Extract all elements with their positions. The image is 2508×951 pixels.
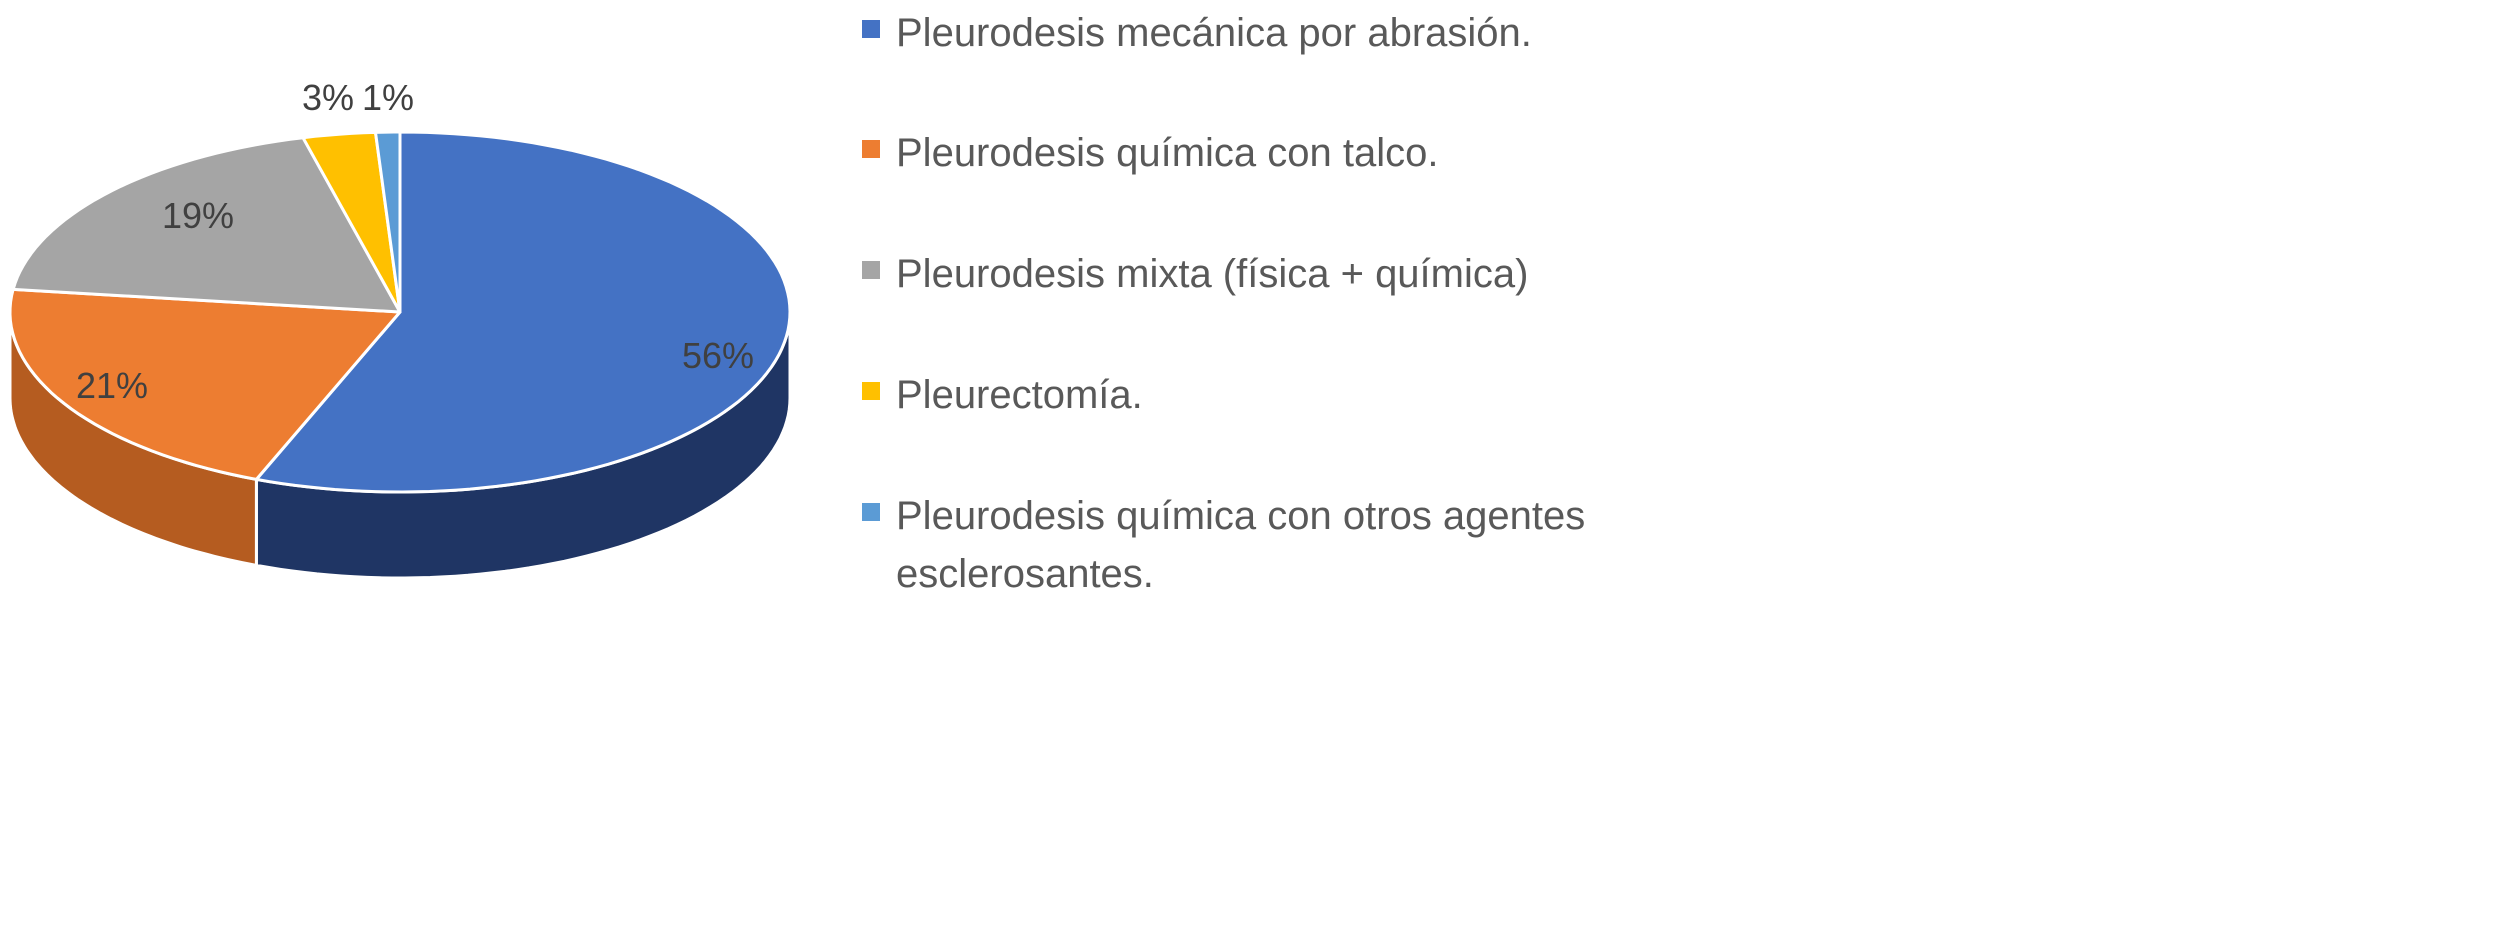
data-label: 3% — [302, 77, 354, 118]
pie-slice-4 — [301, 130, 402, 314]
pie-slice-2 — [8, 287, 402, 481]
legend-item: Pleurodesis mixta (física + química) — [862, 245, 1586, 303]
pie-slice-1 — [254, 130, 792, 494]
legend-swatch — [862, 503, 880, 521]
legend-label: Pleurodesis mecánica por abrasión. — [896, 11, 1532, 55]
legend-item: Pleurectomía. — [862, 366, 1586, 424]
legend-swatch — [862, 261, 880, 279]
legend-item: Pleurodesis mecánica por abrasión. — [862, 4, 1586, 62]
pie-chart: 56% 21% 19% 3% 1% — [8, 77, 792, 580]
legend-item: Pleurodesis química con otros agentes es… — [862, 487, 1586, 603]
legend-label: Pleurodesis química con otros agentes es… — [896, 494, 1586, 596]
legend-item: Pleurodesis química con talco. — [862, 124, 1586, 182]
legend-swatch — [862, 382, 880, 400]
data-label: 19% — [162, 195, 234, 236]
pie-slice-3 — [11, 136, 402, 314]
legend-swatch — [862, 140, 880, 158]
data-label: 21% — [76, 365, 148, 406]
legend-label: Pleurodesis mixta (física + química) — [896, 252, 1529, 296]
legend-label: Pleurodesis química con talco. — [896, 131, 1439, 175]
legend-swatch — [862, 20, 880, 38]
data-label: 1% — [362, 77, 414, 118]
legend-label: Pleurectomía. — [896, 373, 1143, 417]
pie-slice-5 — [374, 130, 402, 314]
data-label: 56% — [682, 335, 754, 376]
